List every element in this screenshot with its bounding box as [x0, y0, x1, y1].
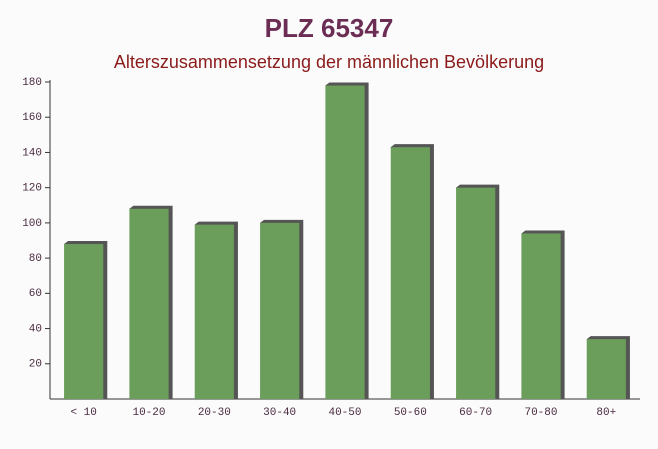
bar: [390, 147, 430, 399]
chart-subtitle: Alterszusammensetzung der männlichen Bev…: [114, 52, 544, 72]
x-tick-label: 40-50: [328, 407, 361, 419]
y-tick-label: 60: [29, 288, 42, 300]
y-tick-label: 140: [22, 147, 42, 159]
x-tick-label: 50-60: [394, 407, 427, 419]
y-tick-label: 160: [22, 112, 42, 124]
bar: [129, 208, 169, 399]
x-tick-label: 30-40: [263, 407, 296, 419]
y-tick-label: 80: [29, 253, 42, 265]
y-tick-label: 120: [22, 183, 42, 195]
x-tick-label: 10-20: [132, 407, 165, 419]
bar: [586, 339, 626, 399]
y-tick-label: 20: [29, 359, 42, 371]
x-tick-label: < 10: [70, 407, 96, 419]
bar: [325, 85, 365, 400]
y-tick-label: 180: [22, 77, 42, 89]
bar: [456, 187, 496, 399]
x-tick-label: 20-30: [198, 407, 231, 419]
y-tick-label: 40: [29, 323, 42, 335]
x-tick-label: 60-70: [459, 407, 492, 419]
y-tick-label: 100: [22, 218, 42, 230]
bar: [64, 244, 104, 399]
x-tick-label: 70-80: [524, 407, 557, 419]
bar: [194, 224, 234, 399]
chart-title: PLZ 65347: [265, 13, 394, 43]
x-tick-label: 80+: [596, 407, 616, 419]
bar: [521, 233, 561, 399]
bar: [260, 222, 300, 399]
